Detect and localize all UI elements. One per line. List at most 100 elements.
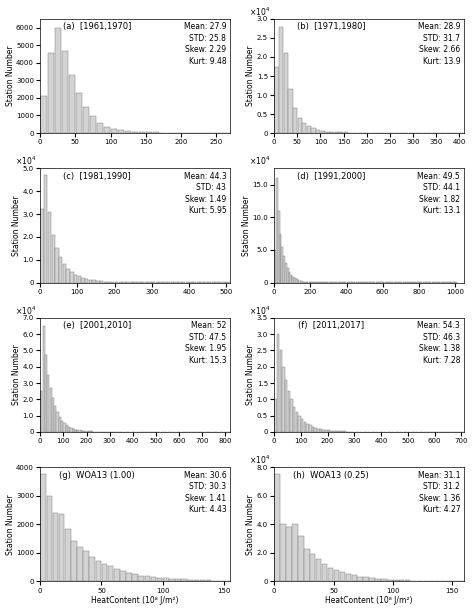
Bar: [282, 247, 283, 282]
Bar: [90, 116, 96, 133]
Bar: [328, 568, 333, 582]
Bar: [82, 278, 85, 282]
Bar: [40, 210, 44, 282]
Bar: [322, 565, 328, 582]
Bar: [145, 576, 150, 582]
X-axis label: HeatContent (10⁸ J/m²): HeatContent (10⁸ J/m²): [91, 596, 179, 606]
Bar: [357, 577, 363, 582]
Bar: [73, 429, 75, 432]
Bar: [65, 529, 71, 582]
Bar: [298, 416, 301, 432]
Bar: [298, 280, 300, 282]
Bar: [364, 577, 369, 582]
Bar: [301, 281, 303, 282]
Bar: [59, 514, 64, 582]
Bar: [62, 51, 68, 133]
Bar: [87, 431, 89, 432]
Bar: [40, 391, 42, 432]
Bar: [100, 281, 103, 282]
Bar: [330, 132, 334, 133]
Bar: [218, 580, 224, 582]
Bar: [92, 280, 96, 282]
Bar: [59, 257, 63, 282]
Bar: [175, 579, 181, 582]
Bar: [333, 431, 336, 432]
Bar: [291, 400, 293, 432]
Bar: [274, 250, 276, 282]
Bar: [330, 431, 333, 432]
Bar: [278, 211, 280, 282]
Bar: [287, 268, 289, 282]
Bar: [200, 580, 205, 582]
Bar: [283, 53, 288, 133]
Bar: [114, 569, 119, 582]
Bar: [75, 430, 77, 432]
Bar: [298, 536, 304, 582]
Bar: [66, 269, 70, 282]
Bar: [405, 580, 410, 582]
Bar: [309, 425, 311, 432]
Text: ×10$^{4}$: ×10$^{4}$: [249, 454, 270, 466]
Text: (a)  [1961,1970]: (a) [1961,1970]: [63, 23, 131, 31]
Bar: [304, 422, 306, 432]
Bar: [339, 132, 344, 133]
Bar: [70, 273, 73, 282]
Bar: [52, 235, 55, 282]
Bar: [314, 428, 317, 432]
Bar: [96, 562, 101, 582]
Bar: [280, 524, 286, 582]
Bar: [277, 334, 280, 432]
Text: Mean: 30.6
STD: 30.3
Skew: 1.41
Kurt: 4.43: Mean: 30.6 STD: 30.3 Skew: 1.41 Kurt: 4.…: [183, 470, 226, 514]
Bar: [283, 257, 285, 282]
Bar: [317, 428, 319, 432]
Bar: [285, 263, 287, 282]
Bar: [83, 552, 89, 582]
Bar: [108, 566, 113, 582]
Bar: [47, 53, 54, 133]
Bar: [311, 128, 316, 133]
Text: ×10$^{4}$: ×10$^{4}$: [249, 155, 270, 167]
Bar: [77, 547, 83, 582]
Bar: [298, 118, 302, 133]
Bar: [334, 570, 339, 582]
Text: (b)  [1971,1980]: (b) [1971,1980]: [297, 23, 365, 31]
Bar: [417, 580, 422, 582]
Bar: [393, 580, 399, 582]
Bar: [381, 579, 387, 582]
Bar: [138, 576, 144, 582]
Bar: [193, 580, 199, 582]
Bar: [48, 212, 51, 282]
Bar: [66, 425, 68, 432]
Bar: [325, 131, 329, 133]
Bar: [321, 131, 325, 133]
Text: Mean: 54.3
STD: 46.3
Skew: 1.38
Kurt: 7.28: Mean: 54.3 STD: 46.3 Skew: 1.38 Kurt: 7.…: [418, 321, 460, 365]
Bar: [125, 131, 131, 133]
Bar: [54, 406, 56, 432]
Bar: [288, 89, 292, 133]
Y-axis label: Station Number: Station Number: [246, 345, 255, 405]
Bar: [44, 175, 47, 282]
Bar: [64, 423, 65, 432]
Bar: [316, 559, 321, 582]
Text: Mean: 27.9
STD: 25.8
Skew: 2.29
Kurt: 9.48: Mean: 27.9 STD: 25.8 Skew: 2.29 Kurt: 9.…: [183, 23, 226, 66]
Bar: [280, 233, 282, 282]
Bar: [316, 130, 320, 133]
Text: ×10$^{4}$: ×10$^{4}$: [249, 304, 270, 316]
Bar: [335, 132, 339, 133]
Bar: [181, 579, 187, 582]
Text: (g)  WOA13 (1.00): (g) WOA13 (1.00): [59, 470, 135, 480]
Bar: [212, 580, 218, 582]
Bar: [292, 277, 294, 282]
Bar: [68, 426, 70, 432]
Bar: [82, 107, 89, 133]
Y-axis label: Station Number: Station Number: [246, 494, 255, 555]
Bar: [283, 367, 285, 432]
Bar: [61, 420, 63, 432]
Y-axis label: Station Number: Station Number: [242, 195, 251, 256]
Text: Mean: 52
STD: 47.5
Skew: 1.95
Kurt: 15.3: Mean: 52 STD: 47.5 Skew: 1.95 Kurt: 15.3: [185, 321, 226, 365]
Bar: [132, 132, 138, 133]
Bar: [304, 549, 310, 582]
Bar: [291, 275, 292, 282]
Y-axis label: Station Number: Station Number: [6, 494, 15, 555]
Bar: [43, 326, 45, 432]
